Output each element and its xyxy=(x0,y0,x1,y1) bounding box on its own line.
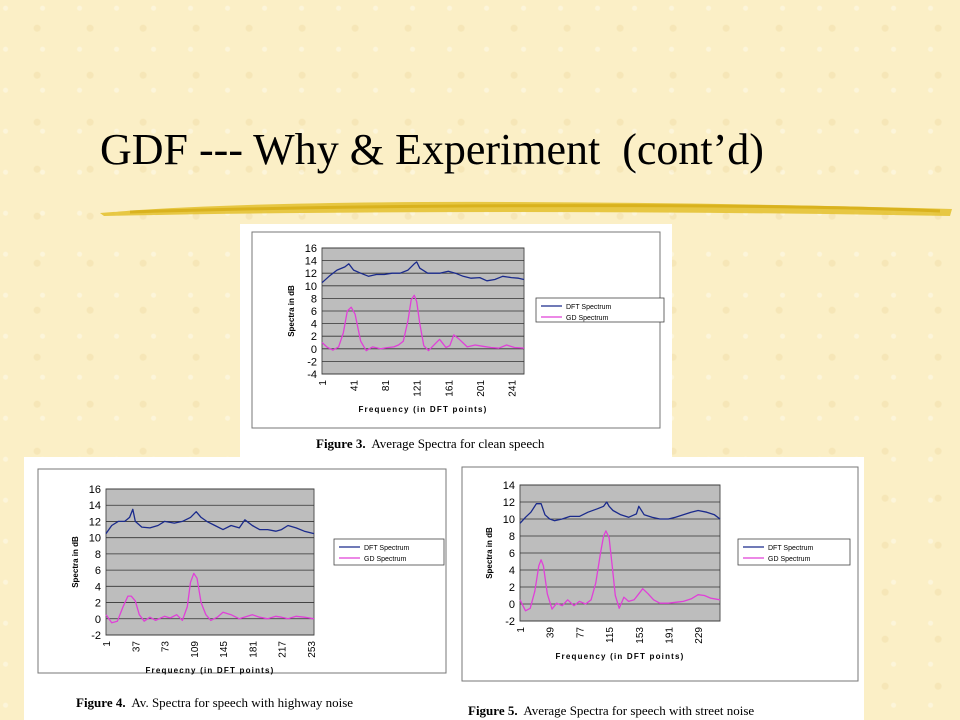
x-tick-label: 145 xyxy=(219,641,230,658)
x-tick-label: 253 xyxy=(307,641,318,658)
plot-area xyxy=(105,488,315,636)
figure-3-label: Figure 3. xyxy=(316,436,366,451)
y-tick-label: 2 xyxy=(311,331,317,343)
y-tick-label: 14 xyxy=(503,480,515,492)
x-tick-label: 73 xyxy=(161,641,172,653)
series-line-dft-spectrum xyxy=(321,261,525,284)
y-tick-label: 14 xyxy=(305,256,317,268)
y-tick-label: 6 xyxy=(509,548,515,560)
x-tick-label: 81 xyxy=(381,380,392,392)
y-tick-label: 6 xyxy=(95,565,101,577)
x-tick-label: 39 xyxy=(546,627,557,639)
figure-5-panel: -2 0 2 4 6 8 10 12 14 1 39 77 115 153 191 229 Frequency … xyxy=(454,457,864,720)
x-tick-label: 1 xyxy=(318,380,329,386)
figure-4-text: Av. Spectra for speech with highway nois… xyxy=(125,695,354,710)
y-axis-title: Spectra in dB xyxy=(287,285,296,337)
legend-label: GD Spectrum xyxy=(364,556,407,563)
x-axis-title: Frequency (in DFT points) xyxy=(358,405,487,414)
title-underline xyxy=(100,201,952,216)
x-tick-label: 41 xyxy=(350,380,361,392)
figure-3-panel: -4 -2 0 2 4 6 8 10 12 14 16 1 41 81 121 161 201 241 Freque… xyxy=(240,224,672,462)
x-tick-label: 77 xyxy=(575,627,586,639)
y-tick-label: 0 xyxy=(509,599,515,611)
y-tick-label: 10 xyxy=(305,281,317,293)
x-tick-label: 37 xyxy=(131,641,142,653)
y-tick-label: 0 xyxy=(311,344,317,356)
y-tick-label: 8 xyxy=(509,531,515,543)
x-tick-label: 121 xyxy=(413,380,424,397)
legend xyxy=(535,297,665,323)
x-tick-label: 115 xyxy=(605,627,616,643)
x-tick-label: 109 xyxy=(190,641,201,658)
series-line-dft-spectrum xyxy=(519,501,721,524)
legend xyxy=(333,538,445,566)
y-tick-label: 8 xyxy=(311,293,317,305)
series-line-gd-spectrum xyxy=(321,294,525,352)
legend-label: DFT Spectrum xyxy=(364,545,410,552)
y-tick-label: 6 xyxy=(311,306,317,318)
figure-4-caption: Figure 4. Av. Spectra for speech with hi… xyxy=(76,695,353,711)
figure-5-text: Average Spectra for speech with street n… xyxy=(517,703,755,718)
x-tick-label: 181 xyxy=(248,641,259,658)
figure-3-caption: Figure 3. Average Spectra for clean spee… xyxy=(316,436,544,452)
y-tick-label: -2 xyxy=(91,630,101,642)
x-tick-label: 1 xyxy=(516,627,527,633)
x-tick-label: 1 xyxy=(102,641,113,647)
series-line-gd-spectrum xyxy=(519,530,721,612)
x-tick-label: 201 xyxy=(476,380,487,397)
x-axis-title: Frequecny (in DFT points) xyxy=(145,666,274,675)
legend-label: GD Spectrum xyxy=(768,556,811,563)
y-tick-label: 2 xyxy=(95,598,101,610)
legend-label: DFT Spectrum xyxy=(566,304,612,311)
y-tick-label: 12 xyxy=(503,497,515,509)
x-tick-label: 191 xyxy=(664,627,675,644)
slide-title: GDF --- Why & Experiment (cont’d) xyxy=(100,125,764,174)
x-tick-label: 217 xyxy=(278,641,289,658)
y-tick-label: -2 xyxy=(307,356,317,368)
y-tick-label: 2 xyxy=(509,582,515,594)
y-tick-label: 10 xyxy=(89,533,101,545)
y-tick-label: -4 xyxy=(307,369,317,381)
y-tick-label: 4 xyxy=(311,319,317,331)
y-tick-label: -2 xyxy=(505,616,515,628)
x-tick-label: 229 xyxy=(694,627,705,644)
x-axis-title: Frequency (in DFT points) xyxy=(555,652,684,661)
figure-4-panel: -2 0 2 4 6 8 10 12 14 16 1 37 73 109 145 181 217 253 Frequ… xyxy=(24,457,454,720)
series-line-dft-spectrum xyxy=(105,508,315,535)
y-tick-label: 8 xyxy=(95,549,101,561)
y-tick-label: 12 xyxy=(89,516,101,528)
y-axis-title: Spectra in dB xyxy=(485,527,494,579)
y-tick-label: 14 xyxy=(89,500,101,512)
y-tick-label: 10 xyxy=(503,514,515,526)
y-tick-label: 4 xyxy=(509,565,515,577)
series-line-gd-spectrum xyxy=(105,572,315,624)
figure-5-chart: -2 0 2 4 6 8 10 12 14 1 39 77 115 153 191 229 Frequency … xyxy=(461,466,859,682)
y-axis-title: Spectra in dB xyxy=(71,536,80,588)
y-tick-label: 12 xyxy=(305,268,317,280)
y-tick-label: 16 xyxy=(89,484,101,496)
legend-label: DFT Spectrum xyxy=(768,545,814,552)
y-tick-label: 16 xyxy=(305,243,317,255)
x-tick-label: 161 xyxy=(444,380,455,397)
figure-5-caption: Figure 5. Average Spectra for speech wit… xyxy=(468,703,754,719)
figure-5-label: Figure 5. xyxy=(468,703,518,718)
legend-label: GD Spectrum xyxy=(566,315,609,322)
x-tick-label: 241 xyxy=(507,380,518,397)
figure-4-label: Figure 4. xyxy=(76,695,126,710)
figure-3-text: Average Spectra for clean speech xyxy=(365,436,545,451)
y-tick-label: 4 xyxy=(95,581,101,593)
x-tick-label: 153 xyxy=(635,627,646,644)
legend xyxy=(737,538,851,566)
figure-4-chart: -2 0 2 4 6 8 10 12 14 16 1 37 73 109 145 181 217 253 Frequ… xyxy=(37,468,447,675)
y-tick-label: 0 xyxy=(95,614,101,626)
